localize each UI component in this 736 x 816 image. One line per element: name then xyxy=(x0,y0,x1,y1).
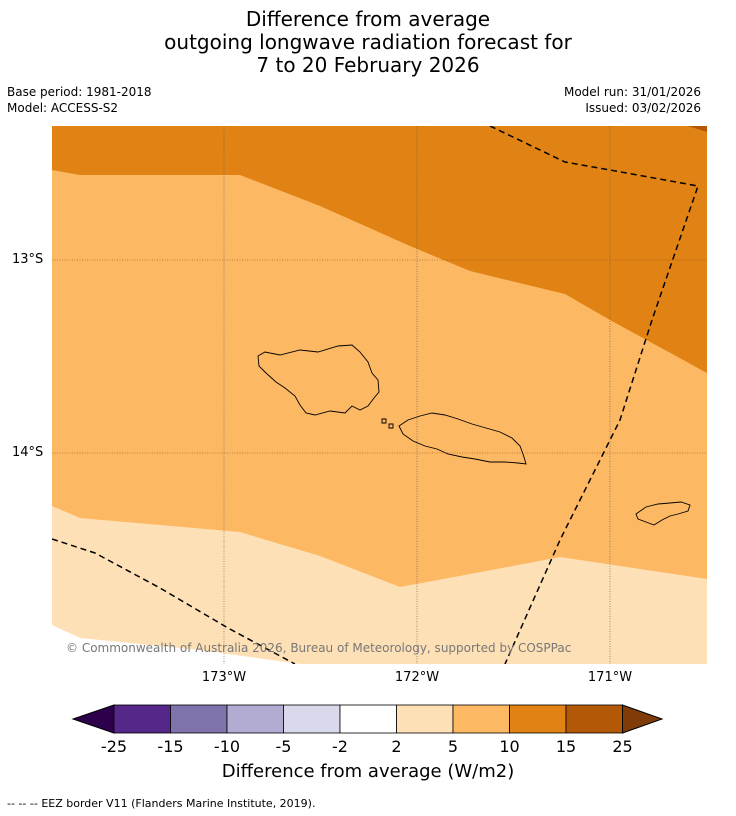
island-manono xyxy=(381,418,394,429)
map-fields xyxy=(52,126,707,664)
anomaly-field-2-5 xyxy=(52,506,707,664)
lon-label-173w: 173°W xyxy=(201,670,247,685)
colorbar-tick: 15 xyxy=(555,737,577,756)
title-line-1: Difference from average xyxy=(245,7,491,31)
eez-legend: -- -- -- EEZ border V11 (Flanders Marine… xyxy=(7,797,315,810)
colorbar-label: Difference from average (W/m2) xyxy=(221,761,515,782)
lat-label-14s: 14°S xyxy=(12,445,44,460)
title-line-3: 7 to 20 February 2026 xyxy=(256,53,480,77)
anomaly-field-neutral xyxy=(52,625,300,664)
model-name: Model: ACCESS-S2 xyxy=(7,101,119,115)
colorbar-tick: -10 xyxy=(213,737,241,756)
title-line-2: outgoing longwave radiation forecast for xyxy=(164,30,572,54)
colorbar-tick: -5 xyxy=(275,737,292,756)
eez-legend-text: EEZ border V11 (Flanders Marine Institut… xyxy=(41,797,316,810)
chart-title: Difference from average outgoing longwav… xyxy=(0,8,736,77)
copyright-notice: © Commonwealth of Australia 2026, Bureau… xyxy=(66,641,572,655)
colorbar-tick: -15 xyxy=(157,737,184,756)
colorbar-tick: 25 xyxy=(612,737,633,756)
meta-right: Model run: 31/01/2026 Issued: 03/02/2026 xyxy=(564,84,701,116)
eez-border-southwest xyxy=(52,538,296,664)
island-savaii xyxy=(257,344,380,416)
model-run: Model run: 31/01/2026 xyxy=(563,85,701,99)
issued-date: Issued: 03/02/2026 xyxy=(585,101,701,115)
colorbar-tick: -2 xyxy=(332,737,348,756)
eez-legend-symbol: -- -- -- xyxy=(7,797,38,810)
base-period: Base period: 1981-2018 xyxy=(7,85,152,99)
anomaly-field-15-25 xyxy=(688,126,707,132)
colorbar-tick: 2 xyxy=(391,737,402,756)
colorbar-tick: 10 xyxy=(499,737,520,756)
island-tutuila xyxy=(635,501,691,526)
island-upolu xyxy=(398,412,527,465)
colorbar-tick: -25 xyxy=(100,737,128,756)
lon-label-171w: 171°W xyxy=(587,670,633,685)
colorbar-tick: 5 xyxy=(447,737,459,756)
lat-label-13s: 13°S xyxy=(12,252,44,267)
lon-label-172w: 172°W xyxy=(394,670,440,685)
meta-left: Base period: 1981-2018 Model: ACCESS-S2 xyxy=(7,84,152,116)
eez-border-east xyxy=(489,126,699,664)
